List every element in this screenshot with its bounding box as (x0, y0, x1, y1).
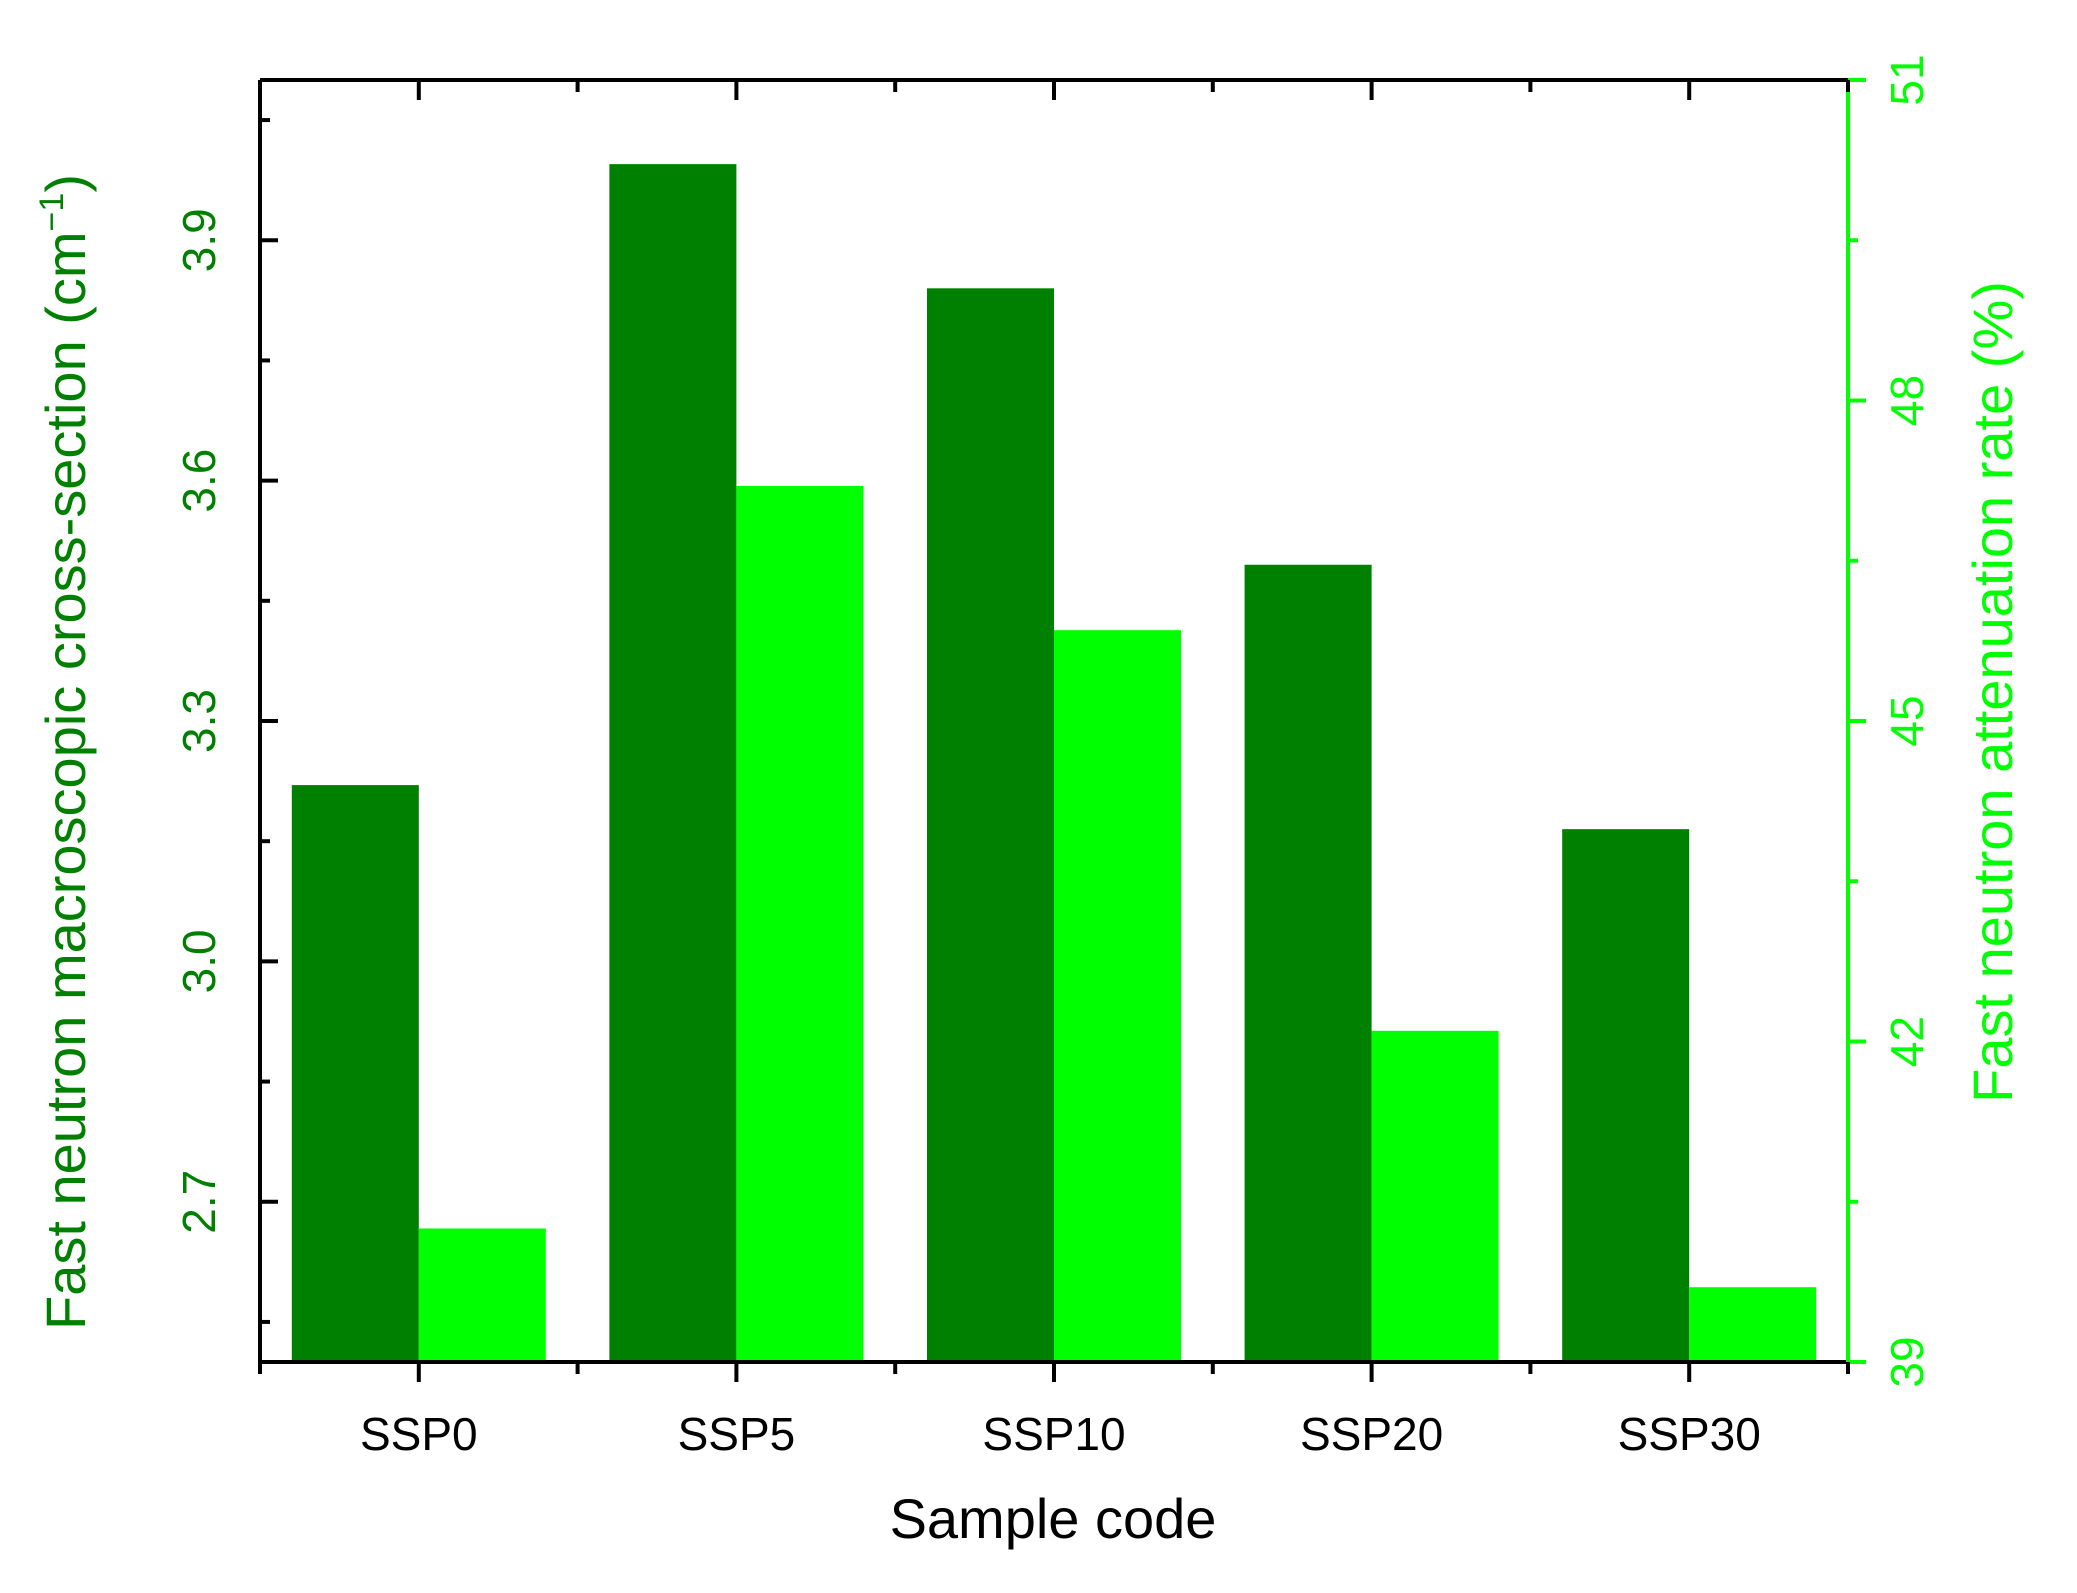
right-tick-label: 51 (1881, 54, 1933, 105)
bar-attenuation-ssp0 (418, 1228, 546, 1362)
left-tick-label: 2.7 (173, 1170, 225, 1234)
left-tick-label: 3.0 (173, 929, 225, 993)
right-axis-ticks: 39 42 45 48 51 (1848, 54, 1933, 1388)
bar-attenuation-ssp20 (1371, 1030, 1499, 1362)
right-axis-title: Fast neutron attenuation rate (%) (1961, 281, 2024, 1103)
x-tick-label-ssp20: SSP20 (1300, 1408, 1443, 1460)
left-tick-label: 3.9 (173, 208, 225, 272)
bar-cross-section-ssp5 (609, 164, 737, 1363)
right-tick-label: 39 (1881, 1336, 1933, 1387)
bar-cross-section-ssp0 (291, 785, 419, 1362)
x-tick-label-ssp0: SSP0 (360, 1408, 478, 1460)
right-tick-label: 42 (1881, 1016, 1933, 1067)
x-axis-ticks: SSP0 SSP5 SSP10 SSP20 SSP30 (258, 80, 1850, 1460)
bars-group (291, 164, 1817, 1363)
bar-cross-section-ssp10 (927, 288, 1054, 1363)
x-tick-label-ssp30: SSP30 (1618, 1408, 1761, 1460)
bar-cross-section-ssp20 (1244, 564, 1372, 1362)
bar-attenuation-ssp30 (1689, 1287, 1817, 1362)
bar-attenuation-ssp5 (736, 485, 864, 1362)
right-tick-label: 45 (1881, 695, 1933, 746)
right-tick-label: 48 (1881, 375, 1933, 426)
left-axis-ticks: 2.7 3.0 3.3 3.6 3.9 (173, 118, 278, 1324)
left-tick-label: 3.3 (173, 689, 225, 753)
bar-cross-section-ssp30 (1562, 829, 1690, 1362)
x-tick-label-ssp10: SSP10 (982, 1408, 1125, 1460)
left-axis-title: Fast neutron macroscopic cross-section (… (33, 174, 97, 1330)
bar-attenuation-ssp10 (1054, 630, 1181, 1362)
x-axis-title: Sample code (890, 1487, 1217, 1550)
left-axis-title-superscript: −1 (33, 193, 71, 232)
x-tick-label-ssp5: SSP5 (678, 1408, 796, 1460)
left-tick-label: 3.6 (173, 449, 225, 513)
